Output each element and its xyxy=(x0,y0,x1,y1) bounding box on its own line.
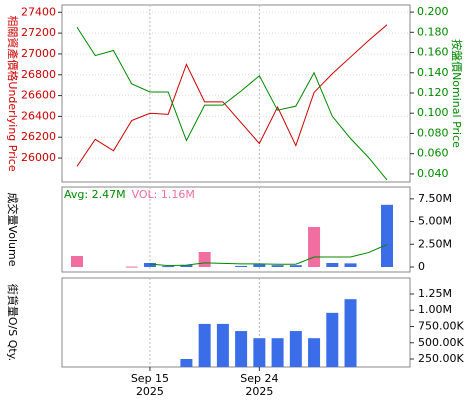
bar xyxy=(253,264,266,267)
x-tick-year: 2025 xyxy=(245,385,273,398)
bar xyxy=(143,263,156,267)
y2-tick-label: 0.140 xyxy=(417,66,449,79)
line xyxy=(76,26,388,181)
y2-tick-label: 0.200 xyxy=(417,5,449,18)
bar xyxy=(180,359,193,367)
x-tick-label: Sep 15 xyxy=(131,372,169,385)
y-tick-label: 27400 xyxy=(21,5,56,18)
y-tick-label: 5.00M xyxy=(418,215,452,228)
y2-tick-label: 0.100 xyxy=(417,106,449,119)
y2-tick-label: 0.040 xyxy=(417,167,449,180)
bar xyxy=(271,338,284,367)
bar xyxy=(198,252,211,267)
y-axis-label: 街貨量O/S Qty. xyxy=(6,284,20,361)
y-tick-label: 26200 xyxy=(21,130,56,143)
y-tick-label: 26400 xyxy=(21,109,56,122)
panel xyxy=(61,4,411,183)
bar xyxy=(289,265,302,267)
y-tick-label: 500.00K xyxy=(418,336,464,349)
y2-tick-label: 0.160 xyxy=(417,46,449,59)
bar xyxy=(216,323,229,367)
y-axis-label: 成交量Volume xyxy=(6,193,20,267)
y-tick-label: 2.50M xyxy=(418,237,452,250)
y2-tick-label: 0.060 xyxy=(417,147,449,160)
line xyxy=(149,244,388,267)
y-axis-label: 相關資產價格Underlying Price xyxy=(6,15,20,171)
y-tick-label: 250.00K xyxy=(418,352,464,365)
y-tick-label: 26600 xyxy=(21,89,56,102)
y-tick-label: 1.25M xyxy=(418,287,452,300)
bar xyxy=(344,263,357,267)
bar xyxy=(235,265,248,267)
y-tick-label: 0 xyxy=(418,260,425,273)
panel xyxy=(61,186,411,273)
y-tick-label: 27200 xyxy=(21,26,56,39)
y-tick-label: 27000 xyxy=(21,47,56,60)
bar xyxy=(326,263,339,267)
bar xyxy=(125,266,138,268)
legend-entry: VOL: 1.16M xyxy=(132,188,195,201)
y2-tick-label: 0.180 xyxy=(417,25,449,38)
bar xyxy=(381,204,393,267)
bar xyxy=(308,338,321,367)
y-tick-label: 7.50M xyxy=(418,192,452,205)
y-tick-label: 26000 xyxy=(21,151,56,164)
y2-tick-label: 0.080 xyxy=(417,126,449,139)
y-tick-label: 1.00M xyxy=(418,303,452,316)
bar xyxy=(253,338,266,367)
bar xyxy=(198,323,211,367)
bar xyxy=(71,256,83,267)
bar xyxy=(162,266,175,268)
legend-entry: Avg: 2.47M xyxy=(64,188,126,201)
y-tick-label: 26800 xyxy=(21,68,56,81)
x-tick-label: Sep 24 xyxy=(240,372,278,385)
bar xyxy=(235,331,248,367)
bar xyxy=(326,312,339,367)
bar xyxy=(180,265,193,267)
line xyxy=(76,24,388,167)
y-tick-label: 750.00K xyxy=(418,319,464,332)
bar xyxy=(289,331,302,367)
y2-axis-label: 按盤價Nominal Price xyxy=(450,39,464,148)
bar xyxy=(308,227,321,267)
x-tick-year: 2025 xyxy=(136,385,164,398)
y2-tick-label: 0.120 xyxy=(417,86,449,99)
bar xyxy=(344,299,357,367)
bar xyxy=(271,265,284,267)
